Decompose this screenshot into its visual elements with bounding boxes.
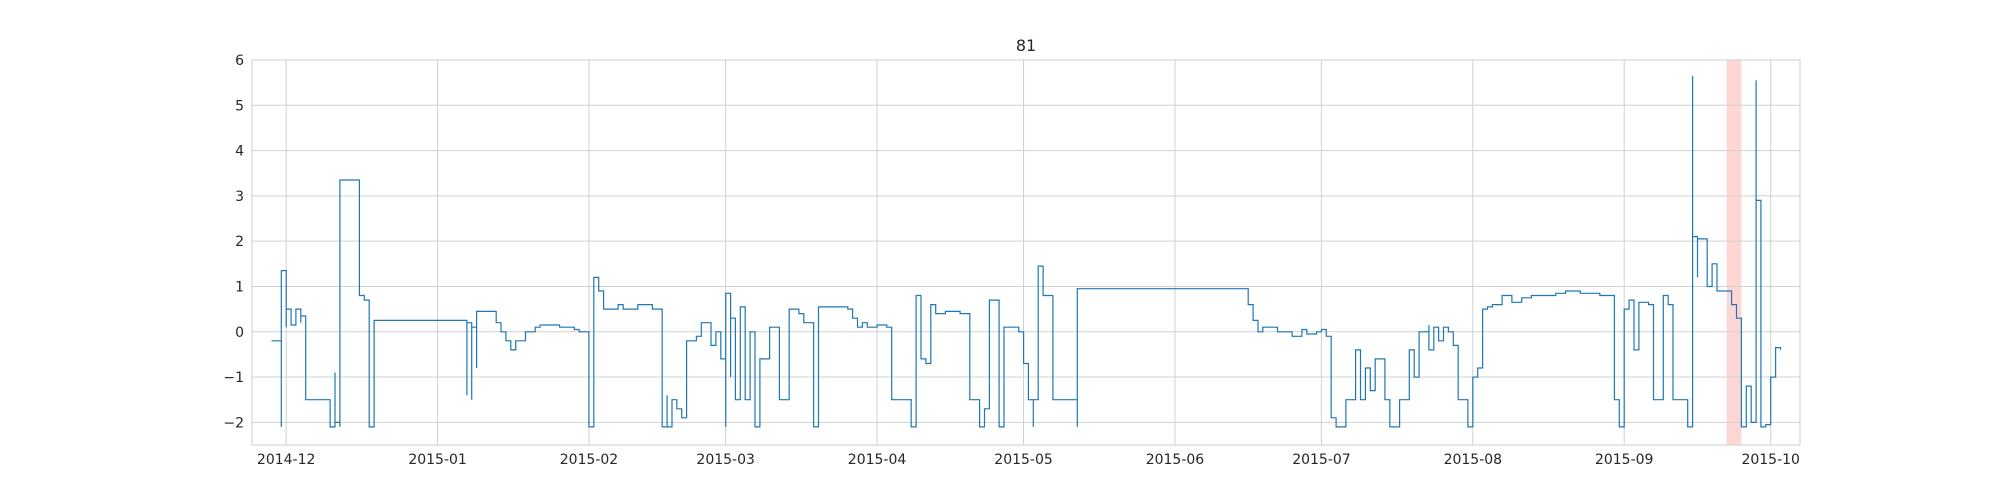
x-tick-label: 2015-07 [1292, 452, 1351, 468]
x-tick-label: 2015-05 [994, 452, 1053, 468]
x-tick-label: 2015-09 [1595, 452, 1654, 468]
series-layer [271, 75, 1782, 428]
highlight-band [1726, 60, 1742, 445]
y-tick-label: −2 [223, 415, 244, 431]
x-tick-labels: 2014-12 2015-01 2015-02 2015-03 2015-04 2015-… [257, 452, 1800, 468]
x-tick-label: 2014-12 [257, 452, 316, 468]
y-tick-label: −1 [223, 370, 244, 386]
x-tick-label: 2015-06 [1146, 452, 1205, 468]
highlight-band-layer [1726, 60, 1742, 445]
y-tick-label: 0 [235, 325, 244, 341]
y-tick-label: 5 [235, 98, 244, 114]
y-tick-label: 4 [235, 144, 244, 160]
series-line-0 [271, 75, 1782, 428]
plot-frame [251, 59, 1801, 446]
y-tick-label: 6 [235, 53, 244, 69]
y-tick-label: 2 [235, 234, 244, 250]
y-tick-label: 1 [235, 279, 244, 295]
chart-title: 81 [1016, 36, 1036, 55]
x-tick-label: 2015-04 [848, 452, 907, 468]
y-tick-label: 3 [235, 189, 244, 205]
x-tick-label: 2015-02 [560, 452, 619, 468]
y-tick-labels: −2 −1 0 1 2 3 4 5 6 [223, 53, 244, 431]
x-tick-label: 2015-08 [1444, 452, 1503, 468]
x-tick-label: 2015-10 [1741, 452, 1800, 468]
plot-area [252, 60, 1800, 445]
x-tick-label: 2015-01 [408, 452, 467, 468]
x-tick-label: 2015-03 [696, 452, 755, 468]
